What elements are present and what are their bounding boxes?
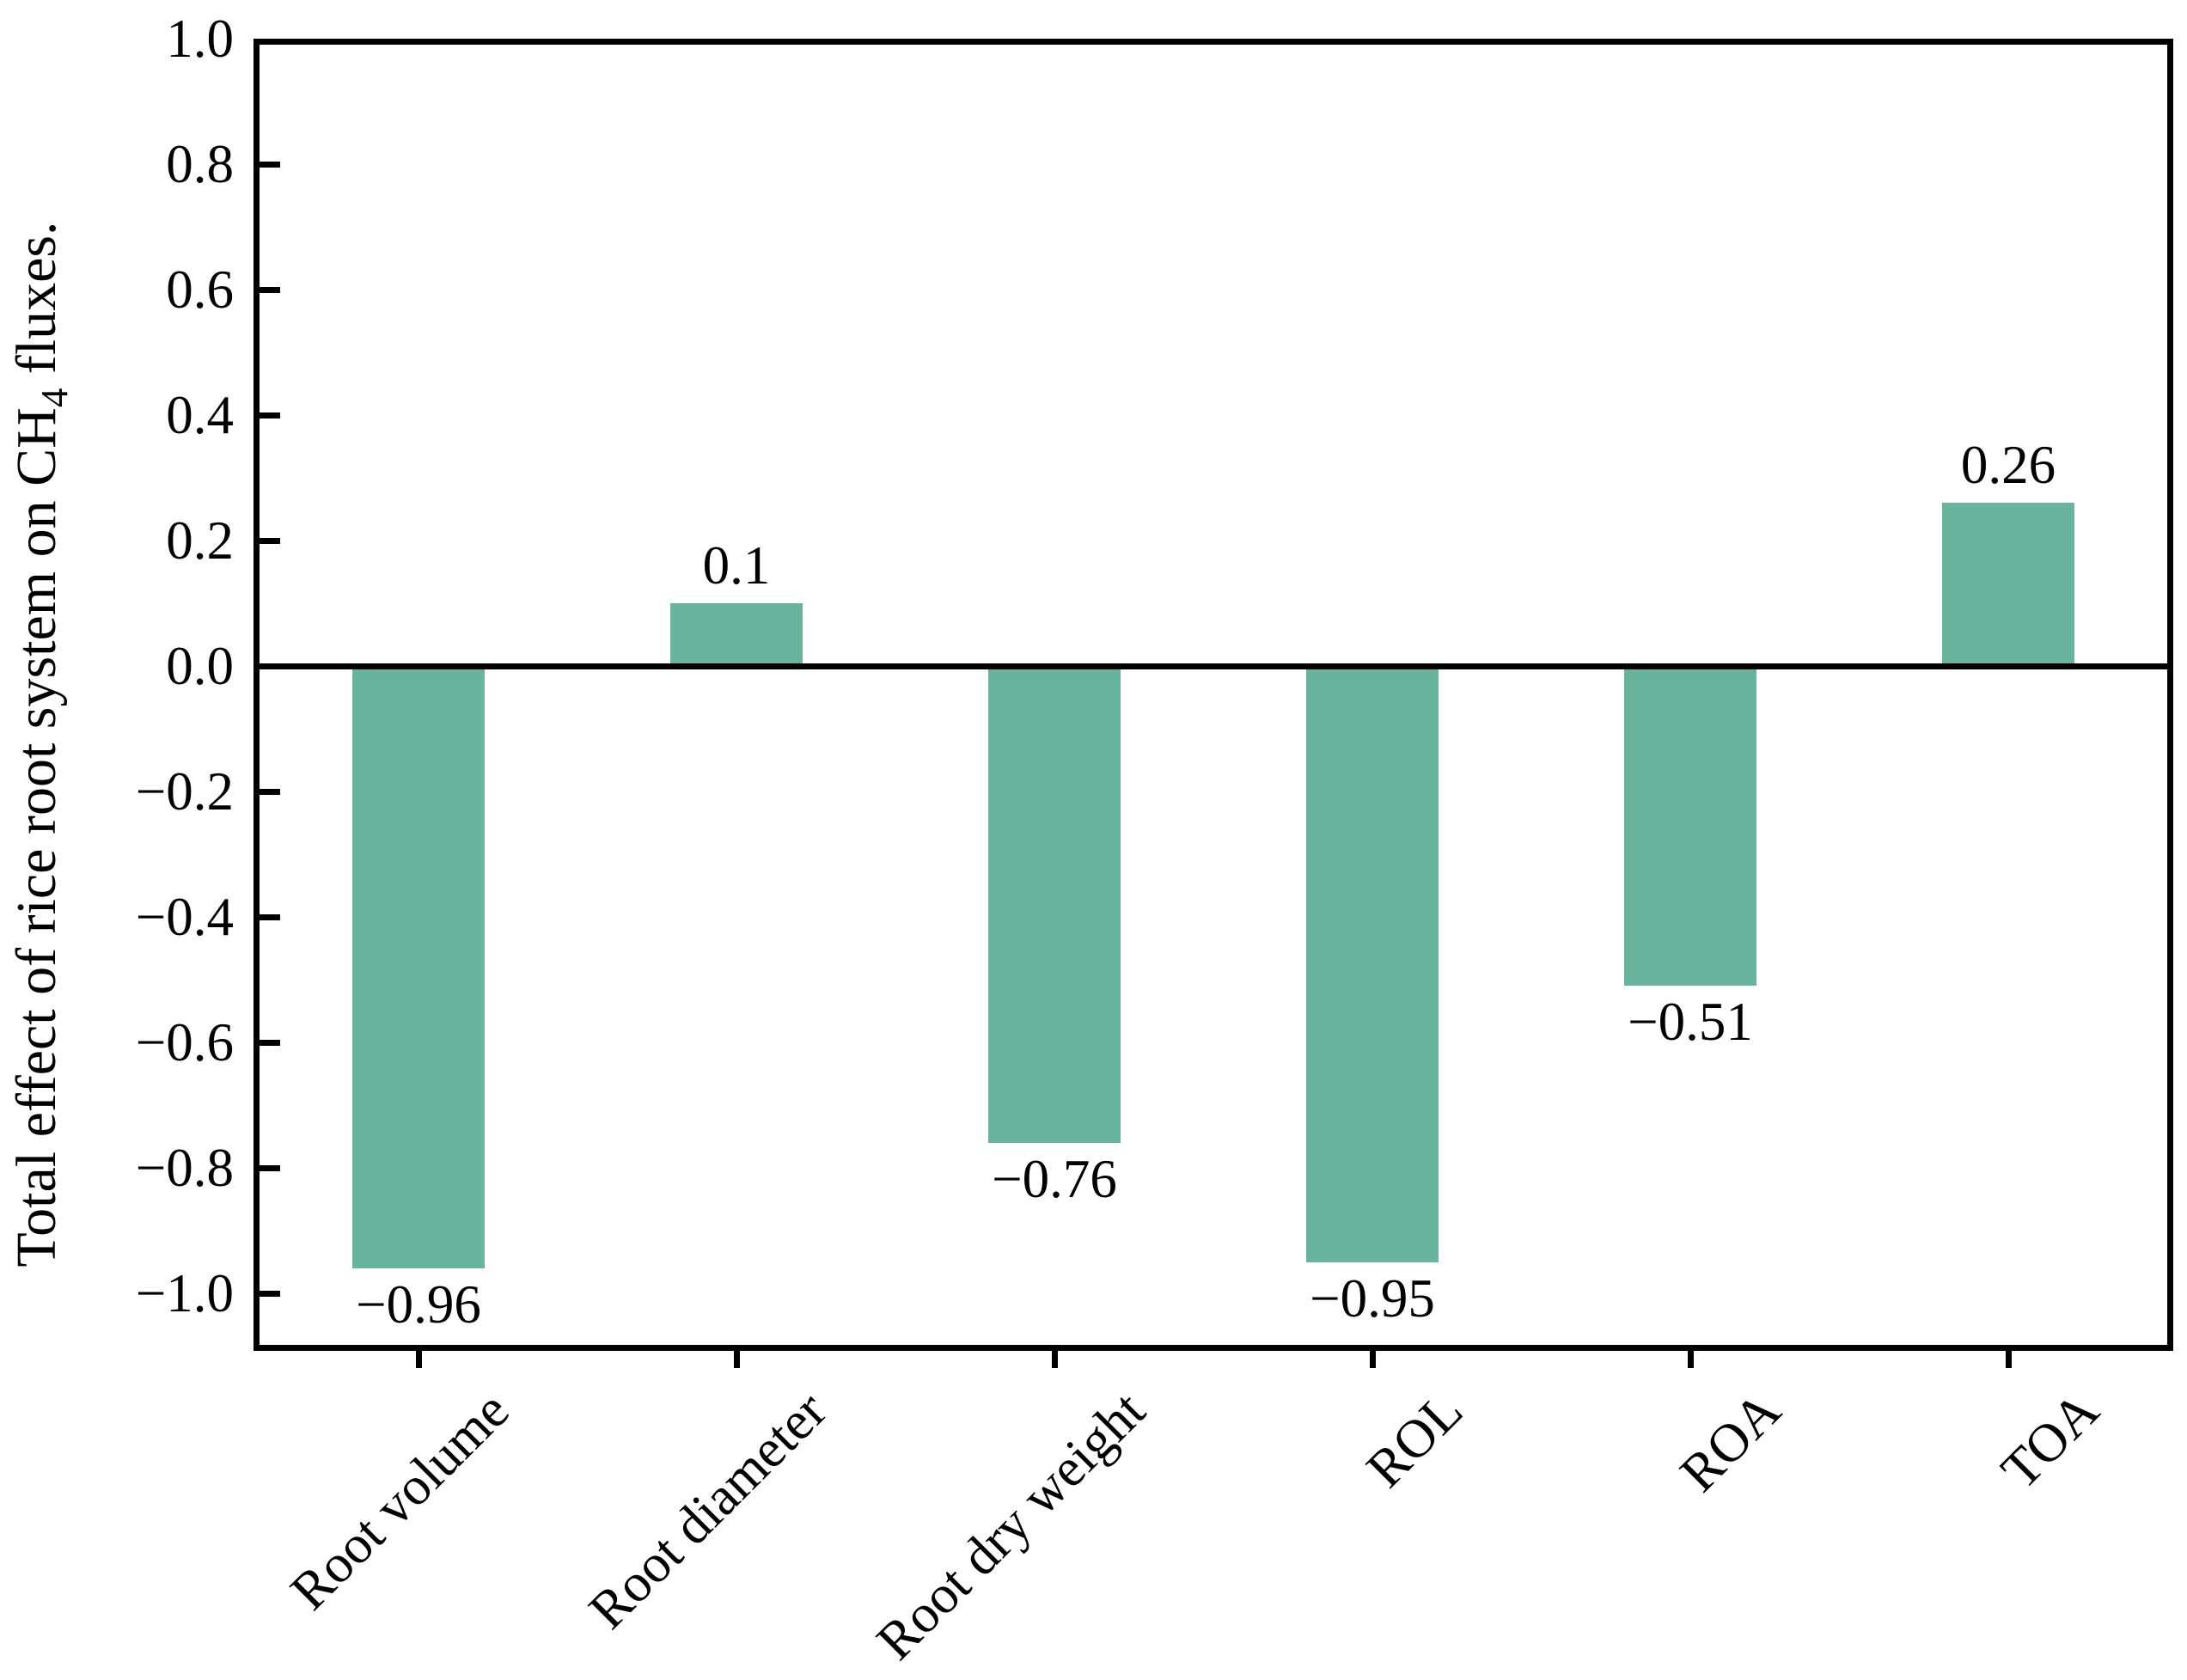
y-tick-mark (260, 789, 280, 795)
y-tick-mark (260, 914, 280, 920)
y-tick-mark (260, 538, 280, 544)
y-tick-mark (260, 663, 280, 669)
bar-root-diameter (670, 603, 803, 666)
bar-value-label-root-dry-weight: −0.76 (992, 1148, 1117, 1209)
y-tick-mark (260, 287, 280, 293)
x-tick-label-root-dry-weight: Root dry weight (864, 1379, 1157, 1671)
zero-axis-line (260, 663, 2167, 669)
x-tick-label-rol: ROL (1354, 1379, 1475, 1500)
y-tick-label: 0.6 (166, 260, 234, 320)
plot-area (254, 39, 2173, 1351)
y-tick-mark (260, 1165, 280, 1171)
x-tick-label-root-diameter: Root diameter (577, 1379, 839, 1640)
x-tick-mark (1687, 1349, 1694, 1368)
bar-rol (1306, 666, 1439, 1262)
y-tick-label: 0.0 (166, 636, 234, 696)
x-tick-mark (1051, 1349, 1058, 1368)
x-tick-mark (415, 1349, 422, 1368)
bar-value-label-root-volume: −0.96 (356, 1274, 481, 1335)
bar-value-label-rol: −0.95 (1310, 1268, 1435, 1329)
y-tick-mark (260, 412, 280, 418)
y-tick-label: 1.0 (166, 9, 234, 69)
y-tick-label: −0.4 (135, 887, 234, 947)
x-tick-label-roa: ROA (1668, 1379, 1793, 1504)
x-tick-mark (2005, 1349, 2012, 1368)
x-tick-mark (733, 1349, 740, 1368)
y-tick-mark (260, 162, 280, 168)
y-tick-label: 0.2 (166, 510, 234, 571)
x-tick-label-toa: TOA (1988, 1379, 2111, 1500)
y-tick-label: 0.8 (166, 134, 234, 194)
y-tick-mark (260, 1291, 280, 1297)
y-tick-label: −0.6 (135, 1012, 234, 1072)
bar-roa (1624, 666, 1756, 987)
bar-value-label-toa: 0.26 (1960, 435, 2056, 496)
y-tick-label: −0.2 (135, 761, 234, 822)
bar-root-dry-weight (988, 666, 1121, 1143)
x-tick-label-root-volume: Root volume (278, 1379, 521, 1622)
bar-toa (1942, 503, 2074, 666)
y-tick-label: −0.8 (135, 1138, 234, 1198)
bar-root-volume (352, 666, 485, 1268)
y-tick-mark (260, 1040, 280, 1046)
y-tick-label: −1.0 (135, 1263, 234, 1323)
bar-value-label-roa: −0.51 (1628, 992, 1753, 1053)
y-tick-label: 0.4 (166, 385, 234, 445)
bar-value-label-root-diameter: 0.1 (702, 535, 771, 596)
x-tick-mark (1369, 1349, 1376, 1368)
y-axis-title: Total effect of rice root system on CH4 … (4, 31, 76, 1457)
